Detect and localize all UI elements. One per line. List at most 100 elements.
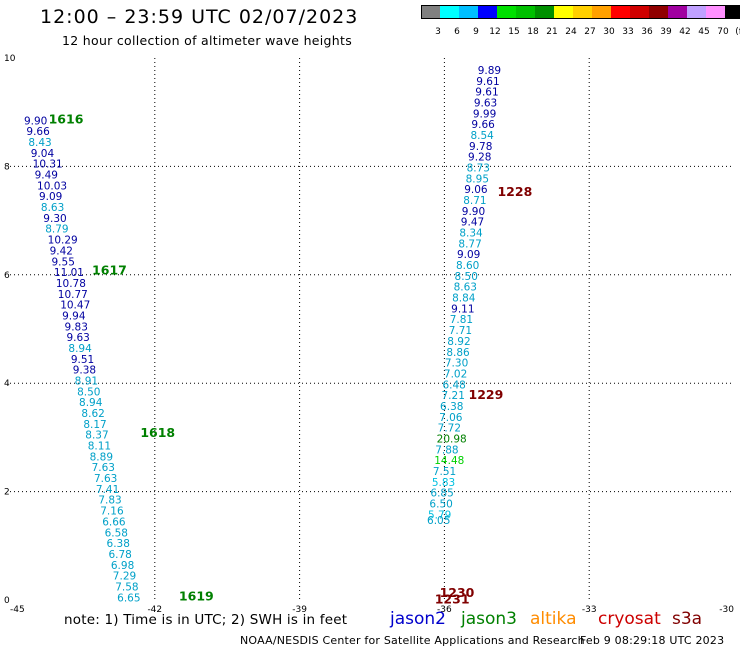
wave-height-value: 7.71 <box>449 325 472 337</box>
color-scale-label: 27 <box>584 27 596 37</box>
wave-height-value: 10.31 <box>33 159 63 171</box>
color-scale-label: (ft) <box>735 27 740 37</box>
pass-number-label: 1230 <box>440 585 475 600</box>
y-tick-label: 4 <box>4 379 10 389</box>
color-scale-swatch <box>706 5 725 19</box>
x-tick-label: -36 <box>437 605 452 615</box>
x-tick-label: -33 <box>582 605 597 615</box>
wave-height-value: 8.37 <box>85 430 108 442</box>
wave-height-value: 9.06 <box>464 184 488 196</box>
wave-height-value: 10.29 <box>48 235 78 247</box>
wave-height-value: 7.41 <box>96 484 119 496</box>
wave-height-value: 9.83 <box>65 321 88 333</box>
satellite-legend-entry: altika <box>530 609 577 629</box>
color-scale-swatch <box>725 5 740 19</box>
wave-height-value: 7.81 <box>450 314 473 326</box>
pass-number-label: 1618 <box>140 425 175 440</box>
satellite-legend-entry: jason3 <box>461 609 517 629</box>
wave-height-value: 8.34 <box>459 228 483 240</box>
color-scale-swatch <box>630 5 649 19</box>
wave-height-value: 9.55 <box>52 256 75 268</box>
footer-note: note: 1) Time is in UTC; 2) SWH is in fe… <box>64 612 348 628</box>
wave-height-value: 7.51 <box>433 466 456 478</box>
color-scale-swatch <box>421 5 440 19</box>
wave-height-value: 9.61 <box>475 87 498 99</box>
wave-height-value: 9.63 <box>474 97 497 109</box>
wave-height-value: 7.72 <box>438 423 461 435</box>
color-scale-swatch <box>649 5 668 19</box>
wave-height-value: 8.89 <box>90 451 113 463</box>
wave-height-value: 7.58 <box>115 581 138 593</box>
wave-height-value: 9.09 <box>39 191 62 203</box>
wave-height-value: 9.66 <box>471 119 495 131</box>
satellite-legend-entry: cryosat <box>598 609 661 629</box>
wave-height-value: 9.89 <box>478 65 501 77</box>
color-scale-label: 70 <box>717 27 729 37</box>
wave-height-value: 8.94 <box>79 397 103 409</box>
y-tick-label: 8 <box>4 162 10 172</box>
wave-height-value: 9.11 <box>451 303 474 315</box>
wave-height-value: 9.90 <box>462 206 485 218</box>
wave-height-value: 6.48 <box>442 379 465 391</box>
wave-height-value: 9.61 <box>476 76 499 88</box>
wave-height-value: 9.38 <box>73 365 96 377</box>
pass-number-label: 1619 <box>179 589 214 604</box>
wave-height-value: 6.65 <box>117 592 140 604</box>
color-scale-label: 12 <box>489 27 501 37</box>
wave-height-value: 9.99 <box>473 108 496 120</box>
wave-height-value: 7.21 <box>442 390 465 402</box>
wave-height-value: 6.58 <box>105 527 128 539</box>
wave-height-value: 8.60 <box>456 260 479 272</box>
wave-height-value: 14.48 <box>434 455 464 467</box>
color-scale-swatch <box>478 5 497 19</box>
satellite-legend-entry: s3a <box>672 609 703 629</box>
wave-height-value: 20.98 <box>437 433 467 445</box>
color-scale-label: 33 <box>622 27 634 37</box>
wave-height-value: 8.86 <box>446 347 470 359</box>
wave-height-value: 7.16 <box>100 506 124 518</box>
wave-height-value: 8.71 <box>463 195 486 207</box>
wave-height-value: 9.28 <box>468 152 491 164</box>
wave-height-value: 7.29 <box>113 571 136 583</box>
wave-height-value: 8.54 <box>470 130 494 142</box>
color-scale-label: 15 <box>508 27 520 37</box>
wave-height-value: 6.66 <box>102 516 126 528</box>
color-scale-swatch <box>497 5 516 19</box>
color-scale-border <box>421 5 740 19</box>
wave-height-value: 8.92 <box>447 336 470 348</box>
wave-height-value: 9.09 <box>457 249 480 261</box>
wave-height-value: 6.50 <box>429 499 452 511</box>
color-scale-label: 42 <box>679 27 691 37</box>
color-scale-swatch <box>573 5 592 19</box>
wave-height-value: 8.77 <box>458 238 481 250</box>
wave-height-value: 9.49 <box>35 170 58 182</box>
color-scale-swatch <box>554 5 573 19</box>
wave-height-value: 6.78 <box>108 549 131 561</box>
wave-height-value: 8.63 <box>41 202 64 214</box>
map-title: 12:00 – 23:59 UTC 02/07/2023 <box>40 6 359 28</box>
wave-height-value: 11.01 <box>54 267 84 279</box>
map-subtitle: 12 hour collection of altimeter wave hei… <box>62 33 353 48</box>
wave-height-value: 9.63 <box>66 332 89 344</box>
wave-height-value: 8.50 <box>77 386 100 398</box>
wave-height-value: 6.98 <box>111 560 134 572</box>
wave-height-value: 8.63 <box>454 282 477 294</box>
wave-height-value: 7.63 <box>92 462 115 474</box>
color-scale-label: 21 <box>546 27 558 37</box>
color-scale-label: 36 <box>641 27 653 37</box>
wave-height-value: 5.79 <box>428 509 451 521</box>
color-scale-label: 18 <box>527 27 539 37</box>
wave-height-value: 7.63 <box>94 473 117 485</box>
wave-height-value: 9.51 <box>71 354 94 366</box>
color-scale-swatch <box>459 5 478 19</box>
wave-height-value: 7.83 <box>98 495 121 507</box>
wave-height-value: 8.79 <box>45 224 68 236</box>
wave-height-value: 5.83 <box>432 477 455 489</box>
color-scale-swatch <box>611 5 630 19</box>
wave-height-value: 10.78 <box>56 278 86 290</box>
color-scale-label: 39 <box>660 27 672 37</box>
x-tick-label: -30 <box>719 605 734 615</box>
wave-height-value: 8.11 <box>88 441 111 453</box>
wave-height-value: 7.02 <box>444 368 467 380</box>
